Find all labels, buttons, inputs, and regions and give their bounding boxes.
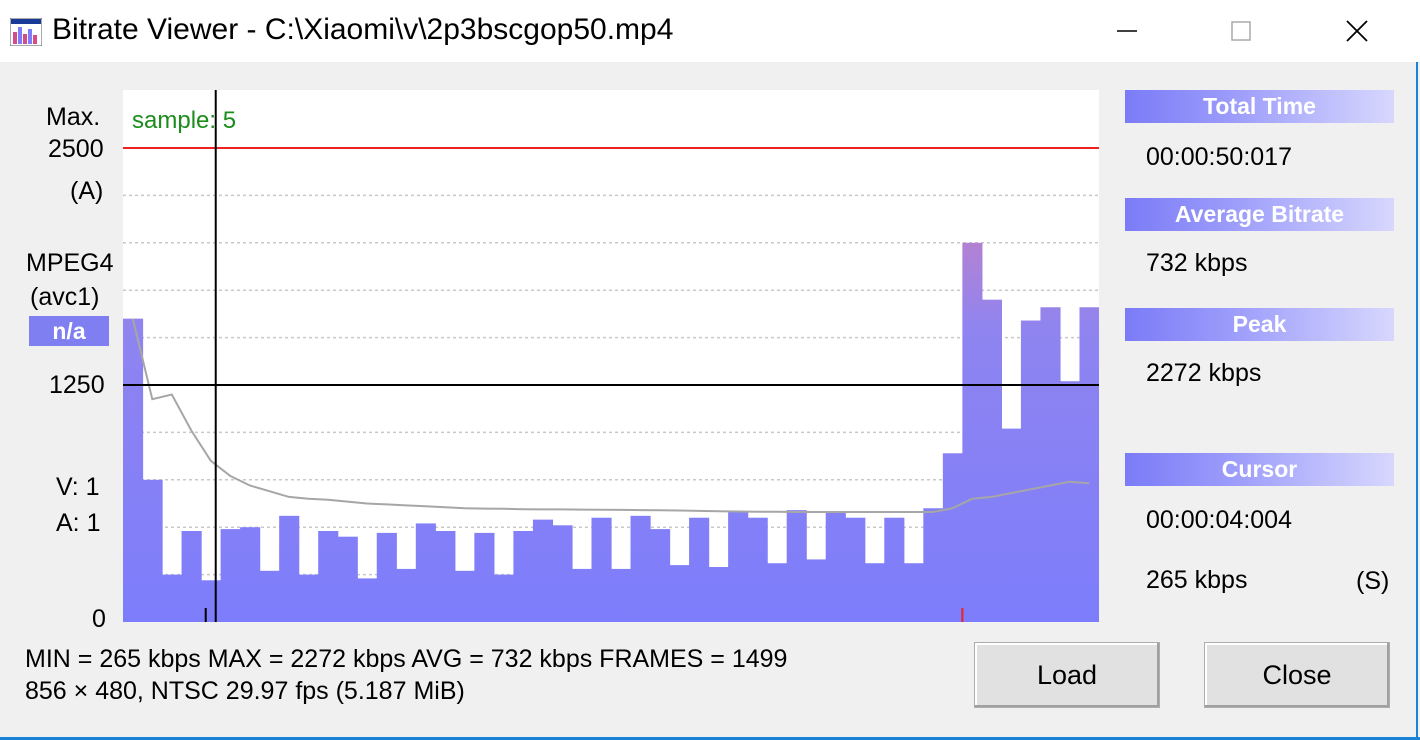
max-value-label: 2500 <box>48 135 104 163</box>
close-window-button[interactable] <box>1312 0 1402 62</box>
bitrate-bar <box>747 517 768 622</box>
window-border-bottom <box>0 737 1420 740</box>
average-bitrate-header: Average Bitrate <box>1125 198 1394 231</box>
bitrate-bar <box>591 517 612 622</box>
window-title: Bitrate Viewer - C:\Xiaomi\v\2p3bscgop50… <box>52 13 674 46</box>
bitrate-bar <box>454 570 475 622</box>
codec-badge: n/a <box>29 316 109 346</box>
bitrate-bar <box>864 563 885 622</box>
stats-line-1: MIN = 265 kbps MAX = 2272 kbps AVG = 732… <box>25 645 788 673</box>
bitrate-bar <box>669 565 690 622</box>
bitrate-bar <box>532 519 554 622</box>
zero-value-label: 0 <box>92 605 106 633</box>
cursor-time-value: 00:00:04:004 <box>1146 506 1292 534</box>
bitrate-chart[interactable]: sample: 5 <box>123 90 1099 622</box>
bitrate-bar <box>650 529 671 622</box>
bitrate-bar <box>689 517 710 622</box>
minimize-icon <box>1117 30 1137 32</box>
bitrate-bar <box>240 527 261 622</box>
bitrate-bar <box>357 578 378 622</box>
close-icon <box>1346 20 1368 42</box>
bitrate-bar <box>903 563 924 622</box>
bitrate-bar <box>201 580 222 622</box>
bitrate-bar <box>337 536 358 622</box>
bitrate-bar <box>493 574 514 622</box>
bitrate-bar <box>962 242 983 622</box>
window-border-right <box>1416 62 1418 740</box>
bitrate-bar <box>552 525 573 622</box>
bitrate-bar <box>181 530 202 622</box>
bitrate-bar <box>142 479 163 622</box>
cursor-bitrate-value: 265 kbps <box>1146 566 1248 594</box>
bitrate-bar <box>318 530 339 622</box>
bitrate-bar <box>1040 307 1061 622</box>
bitrate-bar <box>1059 381 1081 622</box>
total-time-header: Total Time <box>1125 90 1394 123</box>
max-label: Max. <box>46 103 101 131</box>
audio-stream-label: A: 1 <box>56 509 101 537</box>
total-time-value: 00:00:50:017 <box>1146 143 1292 171</box>
maximize-button[interactable] <box>1196 0 1286 62</box>
bitrate-bar <box>942 453 963 622</box>
bitrate-bar <box>1079 307 1099 622</box>
close-button[interactable]: Close <box>1204 642 1390 708</box>
bitrate-bar <box>435 530 456 622</box>
bitrate-bar <box>571 568 593 622</box>
stats-line-2: 856 × 480, NTSC 29.97 fps (5.187 MiB) <box>25 677 465 705</box>
bitrate-bar <box>298 574 319 622</box>
maximize-icon <box>1231 21 1251 41</box>
bitrate-viewer-app-icon <box>10 18 42 46</box>
mode-label: (A) <box>70 177 104 205</box>
bitrate-plot[interactable]: sample: 5 <box>123 90 1099 622</box>
bitrate-bar <box>923 508 944 622</box>
bitrate-bar <box>396 568 417 622</box>
bitrate-bar <box>1020 320 1042 622</box>
codec-label: MPEG4 <box>26 249 114 277</box>
cursor-header: Cursor <box>1125 453 1394 486</box>
bitrate-bar <box>825 512 846 622</box>
bitrate-bar <box>1001 428 1022 622</box>
bitrate-bar <box>708 567 729 622</box>
peak-header: Peak <box>1125 308 1394 341</box>
bitrate-bar <box>220 529 241 622</box>
bitrate-bar <box>611 568 632 622</box>
bitrate-bar <box>786 510 807 622</box>
running-average-curve <box>131 318 1090 513</box>
bitrate-bars <box>123 242 1099 622</box>
bitrate-bar <box>259 570 280 622</box>
bitrate-bar <box>884 517 905 622</box>
cursor-mode-label: (S) <box>1356 567 1390 595</box>
bitrate-bar <box>728 512 749 622</box>
bitrate-bar <box>474 532 495 622</box>
mid-value-label: 1250 <box>49 371 105 399</box>
bitrate-bar <box>513 530 534 622</box>
bitrate-bar <box>162 574 183 622</box>
bitrate-bar <box>981 299 1002 622</box>
sample-label: sample: 5 <box>132 107 236 134</box>
average-bitrate-value: 732 kbps <box>1146 249 1248 277</box>
codec-sub-label: (avc1) <box>30 283 100 311</box>
minimize-button[interactable] <box>1082 0 1172 62</box>
bitrate-bar <box>767 563 788 622</box>
load-button[interactable]: Load <box>974 642 1160 708</box>
title-bar: Bitrate Viewer - C:\Xiaomi\v\2p3bscgop50… <box>0 0 1420 62</box>
bitrate-bar <box>806 559 827 622</box>
bitrate-bar <box>415 523 436 622</box>
video-stream-label: V: 1 <box>56 473 100 501</box>
bitrate-bar <box>845 517 866 622</box>
bitrate-bar <box>376 532 397 622</box>
bitrate-bar <box>123 318 144 622</box>
bitrate-bar <box>279 515 300 622</box>
peak-value: 2272 kbps <box>1146 359 1262 387</box>
bitrate-bar <box>630 515 651 622</box>
